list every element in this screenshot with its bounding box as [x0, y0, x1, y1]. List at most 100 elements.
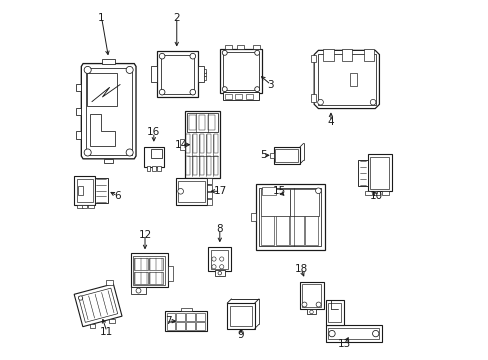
Circle shape — [159, 89, 164, 95]
Text: 1: 1 — [98, 13, 105, 23]
Bar — [269, 153, 273, 158]
Bar — [186, 113, 217, 132]
Bar — [328, 303, 340, 323]
Bar — [317, 54, 375, 105]
Bar — [95, 178, 107, 203]
Circle shape — [254, 50, 259, 55]
Circle shape — [222, 50, 227, 55]
Bar — [196, 322, 204, 330]
Bar — [133, 256, 165, 285]
Bar — [102, 59, 115, 64]
Bar — [157, 51, 197, 97]
Bar — [176, 322, 185, 330]
Bar — [176, 313, 185, 321]
Bar — [166, 313, 175, 321]
Bar — [200, 156, 204, 175]
Bar — [207, 192, 212, 198]
Bar — [364, 192, 371, 195]
Bar — [259, 188, 321, 246]
Circle shape — [84, 66, 91, 73]
Bar — [193, 156, 197, 175]
Text: 3: 3 — [267, 80, 274, 90]
Bar — [261, 189, 289, 216]
Bar — [227, 303, 254, 329]
Bar — [323, 49, 333, 61]
Circle shape — [315, 188, 321, 194]
Bar — [78, 186, 83, 195]
Bar — [381, 192, 388, 195]
Bar — [325, 300, 343, 325]
Circle shape — [369, 99, 375, 105]
Bar — [181, 308, 191, 311]
Bar — [76, 131, 81, 139]
Bar — [186, 322, 195, 330]
Bar — [253, 45, 260, 49]
Circle shape — [190, 89, 195, 95]
Bar — [328, 328, 379, 339]
Bar — [152, 166, 156, 171]
Circle shape — [211, 265, 216, 269]
Polygon shape — [81, 64, 136, 159]
Circle shape — [254, 87, 259, 92]
Circle shape — [211, 257, 216, 261]
Bar — [207, 156, 211, 175]
Circle shape — [317, 99, 323, 105]
Text: 18: 18 — [294, 264, 307, 274]
Bar — [370, 157, 388, 189]
Bar — [165, 311, 207, 331]
Bar — [77, 179, 92, 202]
Bar — [363, 49, 373, 61]
Bar — [250, 213, 255, 221]
Text: 15: 15 — [272, 186, 285, 196]
Bar — [219, 49, 262, 93]
Bar — [76, 108, 81, 115]
Bar — [275, 216, 288, 245]
Circle shape — [372, 330, 378, 337]
Text: 11: 11 — [100, 327, 113, 337]
Circle shape — [222, 87, 227, 92]
Text: 13: 13 — [337, 339, 350, 349]
Bar — [358, 160, 367, 186]
Bar — [311, 94, 316, 102]
Bar — [81, 205, 87, 208]
Bar — [104, 159, 113, 163]
Bar — [130, 287, 146, 294]
Bar — [305, 216, 318, 245]
Circle shape — [190, 53, 195, 59]
Bar — [207, 185, 212, 191]
Bar — [150, 66, 157, 82]
Text: 2: 2 — [173, 13, 180, 23]
Text: 6: 6 — [114, 191, 121, 201]
Polygon shape — [90, 114, 115, 147]
Circle shape — [219, 265, 224, 269]
Text: 9: 9 — [237, 330, 244, 340]
Bar — [149, 258, 163, 270]
Bar — [193, 134, 197, 153]
Bar — [144, 147, 163, 167]
Bar — [167, 266, 173, 280]
Bar — [214, 134, 218, 153]
Bar — [311, 55, 316, 62]
Bar — [273, 147, 300, 164]
Text: 17: 17 — [213, 186, 226, 196]
Bar — [88, 205, 93, 208]
Bar — [229, 306, 251, 326]
Circle shape — [309, 310, 313, 314]
Bar — [290, 216, 303, 245]
Bar — [237, 45, 244, 49]
Bar — [175, 178, 207, 204]
Circle shape — [84, 149, 91, 156]
Bar — [149, 272, 163, 284]
Text: 10: 10 — [369, 191, 383, 201]
Text: 16: 16 — [147, 127, 160, 138]
Circle shape — [178, 189, 183, 194]
Bar — [77, 205, 82, 208]
Bar — [207, 134, 211, 153]
Bar — [106, 280, 113, 285]
Polygon shape — [313, 50, 379, 109]
Circle shape — [218, 271, 221, 275]
Circle shape — [315, 302, 321, 307]
Bar — [196, 313, 204, 321]
Bar — [76, 84, 81, 91]
Bar — [325, 325, 381, 342]
